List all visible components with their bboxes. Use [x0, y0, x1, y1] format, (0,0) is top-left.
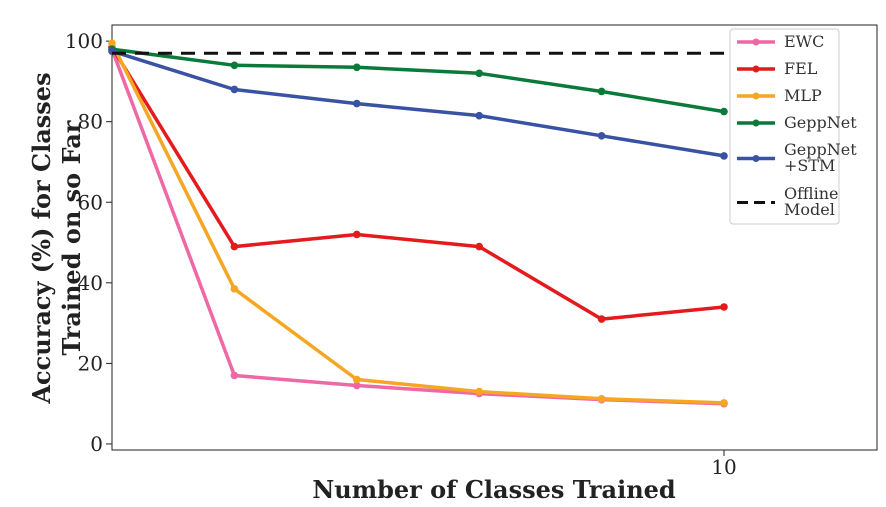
legend-marker-mlp: [752, 92, 760, 100]
data-point-geppnet-2: [353, 63, 361, 72]
data-point-fel-5: [720, 303, 728, 311]
data-point-mlp-5: [720, 399, 728, 407]
legend-label-geppnet-stm-1: +STM: [784, 156, 835, 175]
series-geppnet-stm: [108, 47, 728, 160]
y-axis-title-line-2: Trained on so Far: [57, 120, 86, 355]
data-point-mlp-0: [108, 39, 116, 47]
legend-marker-geppnet: [752, 119, 760, 127]
series-line-geppnet-stm: [110, 49, 726, 158]
series-line-fel: [110, 45, 726, 321]
data-point-mlp-2: [353, 375, 361, 384]
data-point-geppnet-1: [230, 61, 239, 70]
data-point-mlp-3: [475, 387, 484, 396]
legend-label-geppnet-stm-0: GeppNet: [784, 140, 857, 159]
data-point-ewc-1: [230, 371, 239, 380]
data-point-geppnet-3: [475, 69, 484, 78]
legend-marker-ewc: [752, 38, 760, 46]
data-point-fel-3: [475, 242, 484, 251]
y-axis: 0 20 40 60 80 100: [65, 29, 112, 456]
y-tick-label-80: 80: [78, 110, 103, 134]
data-point-geppnet-stm-5: [720, 152, 728, 160]
y-axis-title-line-1: Accuracy (%) for Classes: [27, 72, 56, 404]
x-tick-label-10: 10: [711, 455, 736, 479]
y-axis-title: Accuracy (%) for Classes Trained on so F…: [27, 72, 86, 404]
y-tick-label-60: 60: [78, 190, 103, 214]
legend-box: [729, 28, 840, 225]
data-point-geppnet-stm-1: [230, 85, 239, 94]
y-tick-label-20: 20: [78, 351, 103, 375]
series-line-geppnet: [110, 47, 726, 114]
legend-marker-fel: [752, 65, 760, 73]
x-axis-title: Number of Classes Trained: [312, 475, 676, 504]
data-point-fel-2: [353, 230, 361, 239]
series-line-mlp: [110, 41, 726, 405]
legend-label-ewc-0: EWC: [784, 32, 824, 51]
data-point-geppnet-4: [597, 87, 606, 96]
data-point-geppnet-stm-3: [475, 111, 484, 120]
legend-label-geppnet-0: GeppNet: [784, 113, 857, 132]
data-point-geppnet-stm-4: [597, 131, 606, 140]
legend-label-mlp-0: MLP: [784, 86, 822, 105]
data-point-geppnet-stm-2: [353, 99, 361, 108]
plot-frame: [111, 24, 878, 451]
y-tick-label-40: 40: [78, 271, 103, 295]
series-ewc: [108, 45, 728, 408]
series-mlp: [108, 39, 728, 407]
legend-label-offline-model-0: Offline: [784, 184, 839, 203]
series-layer: [108, 39, 728, 408]
legend-label-fel-0: FEL: [784, 59, 818, 78]
data-point-mlp-1: [230, 285, 239, 293]
y-tick-label-0: 0: [90, 432, 103, 456]
data-point-fel-1: [230, 242, 239, 251]
legend-label-offline-model-1: Model: [784, 200, 835, 219]
y-tick-label-100: 100: [65, 29, 103, 53]
data-point-fel-4: [597, 315, 606, 323]
data-point-geppnet-5: [720, 107, 728, 116]
x-axis: 10: [711, 450, 737, 479]
legend-marker-geppnet-stm: [752, 155, 760, 162]
series-fel: [108, 43, 728, 323]
data-point-ewc-2: [353, 381, 361, 390]
data-point-mlp-4: [597, 395, 606, 403]
